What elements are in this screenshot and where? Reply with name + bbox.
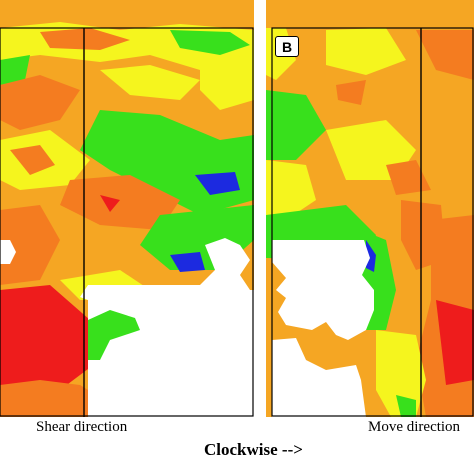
move-direction-label: Move direction	[368, 419, 461, 435]
contour-panel-a	[0, 0, 254, 417]
clockwise-label: Clockwise -->	[204, 440, 303, 459]
shear-direction-label: Shear direction	[36, 419, 128, 435]
contour-map-a	[0, 0, 254, 417]
panel-badge: B	[275, 36, 299, 57]
contour-map-b	[266, 0, 474, 417]
contour-panel-b	[266, 0, 474, 417]
